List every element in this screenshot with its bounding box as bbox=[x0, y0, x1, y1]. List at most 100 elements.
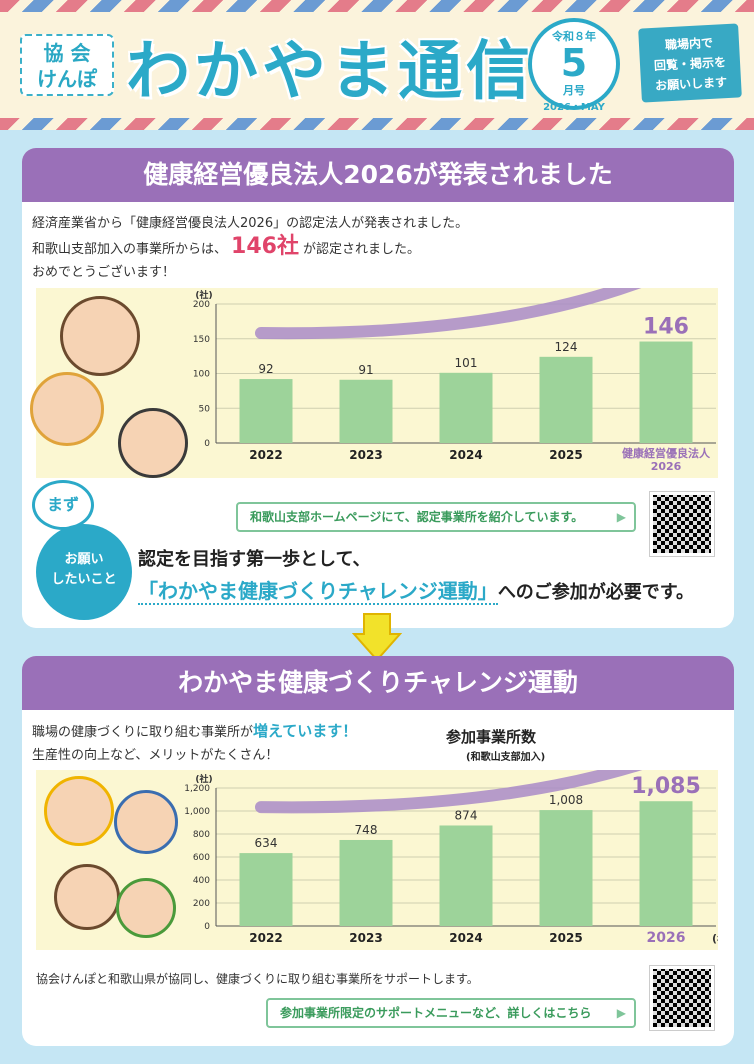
details-link-label: 参加事業所限定のサポートメニューなど、詳しくはこちら bbox=[280, 1006, 592, 1020]
details-link[interactable]: 参加事業所限定のサポートメニューなど、詳しくはこちら ▶ bbox=[266, 998, 636, 1028]
y-tick-label: 50 bbox=[199, 404, 211, 414]
data-label: 1,008 bbox=[549, 793, 583, 807]
x-tick-label: 2023 bbox=[349, 448, 382, 462]
person-illustration bbox=[116, 878, 176, 938]
intro-line2a: 和歌山支部加入の事業所からは、 bbox=[32, 242, 228, 257]
arrow-down-icon bbox=[352, 613, 402, 662]
data-label: 634 bbox=[255, 836, 278, 850]
circulation-notice: 職場内で 回覧・掲示を お願いします bbox=[638, 23, 742, 103]
y-tick-label: 400 bbox=[193, 876, 210, 886]
y-tick-label: 100 bbox=[193, 370, 210, 380]
y-tick-label: 800 bbox=[193, 830, 210, 840]
kyokai-line2: けんぽ bbox=[37, 67, 97, 91]
chevron-right-icon: ▶ bbox=[616, 510, 626, 524]
participants-chart: (社) 0 200 400 600 800 1,000 1,200 634 2022 748 2023… bbox=[184, 770, 718, 946]
data-label: 91 bbox=[358, 363, 373, 377]
x-tick-label: 2024 bbox=[449, 448, 482, 462]
person-illustration bbox=[54, 864, 120, 930]
data-label: 101 bbox=[455, 356, 478, 370]
certified-count-chart: (社) 0 50 100 150 200 92 2022 91 2023 101 2024 124 202… bbox=[193, 288, 716, 473]
data-label: 124 bbox=[555, 340, 578, 354]
section2-intro: 職場の健康づくりに取り組む事業所が増えています！ 生産性の向上など、メリットがた… bbox=[32, 720, 357, 767]
person-illustration bbox=[60, 296, 140, 376]
mazu-bubble: まず bbox=[32, 480, 94, 530]
kyokai-logo: 協 会 けんぽ bbox=[20, 34, 114, 96]
y-axis-unit: (社) bbox=[195, 773, 212, 785]
data-label: 1,085 bbox=[631, 774, 701, 799]
stamp-month: 5 bbox=[560, 41, 588, 85]
y-tick-label: 1,000 bbox=[184, 807, 210, 817]
section2-banner: わかやま健康づくりチャレンジ運動 bbox=[22, 656, 734, 710]
chart1-area: (社) 0 50 100 150 200 92 2022 91 2023 101 2024 124 202… bbox=[36, 288, 718, 478]
bar bbox=[339, 839, 393, 926]
request-line2-rest: へのご参加が必要です。 bbox=[497, 582, 695, 603]
data-label: 748 bbox=[355, 823, 378, 837]
challenge-highlight: 「わかやま健康づくりチャレンジ運動」 bbox=[138, 579, 498, 605]
y-tick-label: 200 bbox=[193, 899, 210, 909]
bar bbox=[639, 801, 693, 926]
stripe-bottom bbox=[0, 118, 754, 130]
stamp-gatsu: 月号 bbox=[563, 84, 585, 97]
qr-code[interactable] bbox=[649, 965, 715, 1031]
x-tick-label: 2022 bbox=[249, 448, 282, 462]
request-circle: お願い したいこと bbox=[36, 524, 132, 620]
x-tick-label: 2025 bbox=[549, 931, 582, 945]
x-tick-label: 2026 bbox=[651, 460, 682, 473]
section1-intro: 経済産業省から「健康経営優良法人2026」の認定法人が発表されました。 和歌山支… bbox=[32, 212, 468, 284]
bar bbox=[539, 356, 593, 443]
person-illustration bbox=[44, 776, 114, 846]
x-axis-unit: (年度) bbox=[712, 931, 718, 945]
intro2-line2: 生産性の向上など、メリットがたくさん！ bbox=[32, 748, 279, 763]
data-label: 874 bbox=[455, 808, 478, 822]
page-title: わかやま通信 bbox=[126, 35, 534, 109]
x-tick-label: 2023 bbox=[349, 931, 382, 945]
participants-title: 参加事業所数 bbox=[446, 728, 537, 746]
bar bbox=[439, 372, 493, 443]
intro-line2: 和歌山支部加入の事業所からは、 146社 が認定されました。 bbox=[32, 235, 468, 261]
bar bbox=[539, 810, 593, 926]
notice-line3: お願いします bbox=[654, 75, 728, 93]
data-label: 146 bbox=[643, 315, 689, 340]
kyokai-line1: 協 会 bbox=[43, 41, 91, 65]
x-tick-label: 2025 bbox=[549, 448, 582, 462]
x-tick-label: 2024 bbox=[449, 931, 482, 945]
request-line1: 認定を目指す第一歩として、 bbox=[138, 549, 371, 570]
request-line2: 「わかやま健康づくりチャレンジ運動」へのご参加が必要です。 bbox=[138, 575, 695, 605]
intro2-line1: 職場の健康づくりに取り組む事業所が増えています！ bbox=[32, 720, 357, 744]
intro-line2b: が認定されました。 bbox=[302, 242, 420, 257]
y-tick-label: 600 bbox=[193, 853, 210, 863]
chevron-right-icon: ▶ bbox=[616, 1006, 626, 1020]
person-illustration bbox=[30, 372, 104, 446]
homepage-link[interactable]: 和歌山支部ホームページにて、認定事業所を紹介しています。 ▶ bbox=[236, 502, 636, 532]
x-tick-label: 2022 bbox=[249, 931, 282, 945]
person-illustration bbox=[114, 790, 178, 854]
support-text: 協会けんぽと和歌山県が協同し、健康づくりに取り組む事業所をサポートします。 bbox=[36, 972, 479, 986]
issue-stamp: 令和８年 5 月号 2026・MAY bbox=[528, 18, 620, 113]
data-label: 92 bbox=[258, 362, 273, 376]
section1-banner: 健康経営優良法人2026が発表されました bbox=[22, 148, 734, 202]
x-tick-label: 健康経営優良法人 bbox=[622, 446, 711, 460]
y-tick-label: 1,200 bbox=[184, 784, 210, 794]
qr-code[interactable] bbox=[649, 491, 715, 557]
stripe-top bbox=[0, 0, 754, 12]
onegai-line2: したいこと bbox=[51, 572, 117, 587]
bar bbox=[639, 341, 693, 443]
trend-arrow bbox=[255, 288, 642, 340]
person-illustration bbox=[118, 408, 188, 478]
homepage-link-label: 和歌山支部ホームページにて、認定事業所を紹介しています。 bbox=[250, 510, 584, 524]
intro-line1: 経済産業省から「健康経営優良法人2026」の認定法人が発表されました。 bbox=[32, 216, 469, 231]
y-axis-unit: (社) bbox=[195, 289, 212, 301]
trend-arrow bbox=[255, 770, 643, 814]
intro2-line1a: 職場の健康づくりに取り組む事業所が bbox=[32, 725, 254, 740]
stamp-year: 2026・MAY bbox=[543, 102, 605, 113]
count-badge: 146社 bbox=[231, 234, 299, 259]
bar bbox=[239, 379, 293, 443]
participants-subtitle: (和歌山支部加入) bbox=[466, 752, 546, 763]
y-tick-label: 0 bbox=[204, 922, 210, 932]
y-tick-label: 0 bbox=[204, 439, 210, 449]
y-tick-label: 200 bbox=[193, 300, 210, 310]
stamp-era: 令和８年 bbox=[552, 30, 596, 43]
header: 協 会 けんぽ わかやま通信 令和８年 5 月号 2026・MAY 職場内で 回… bbox=[0, 0, 754, 130]
y-tick-label: 150 bbox=[193, 335, 210, 345]
intro-line3: おめでとうございます！ bbox=[32, 265, 176, 280]
